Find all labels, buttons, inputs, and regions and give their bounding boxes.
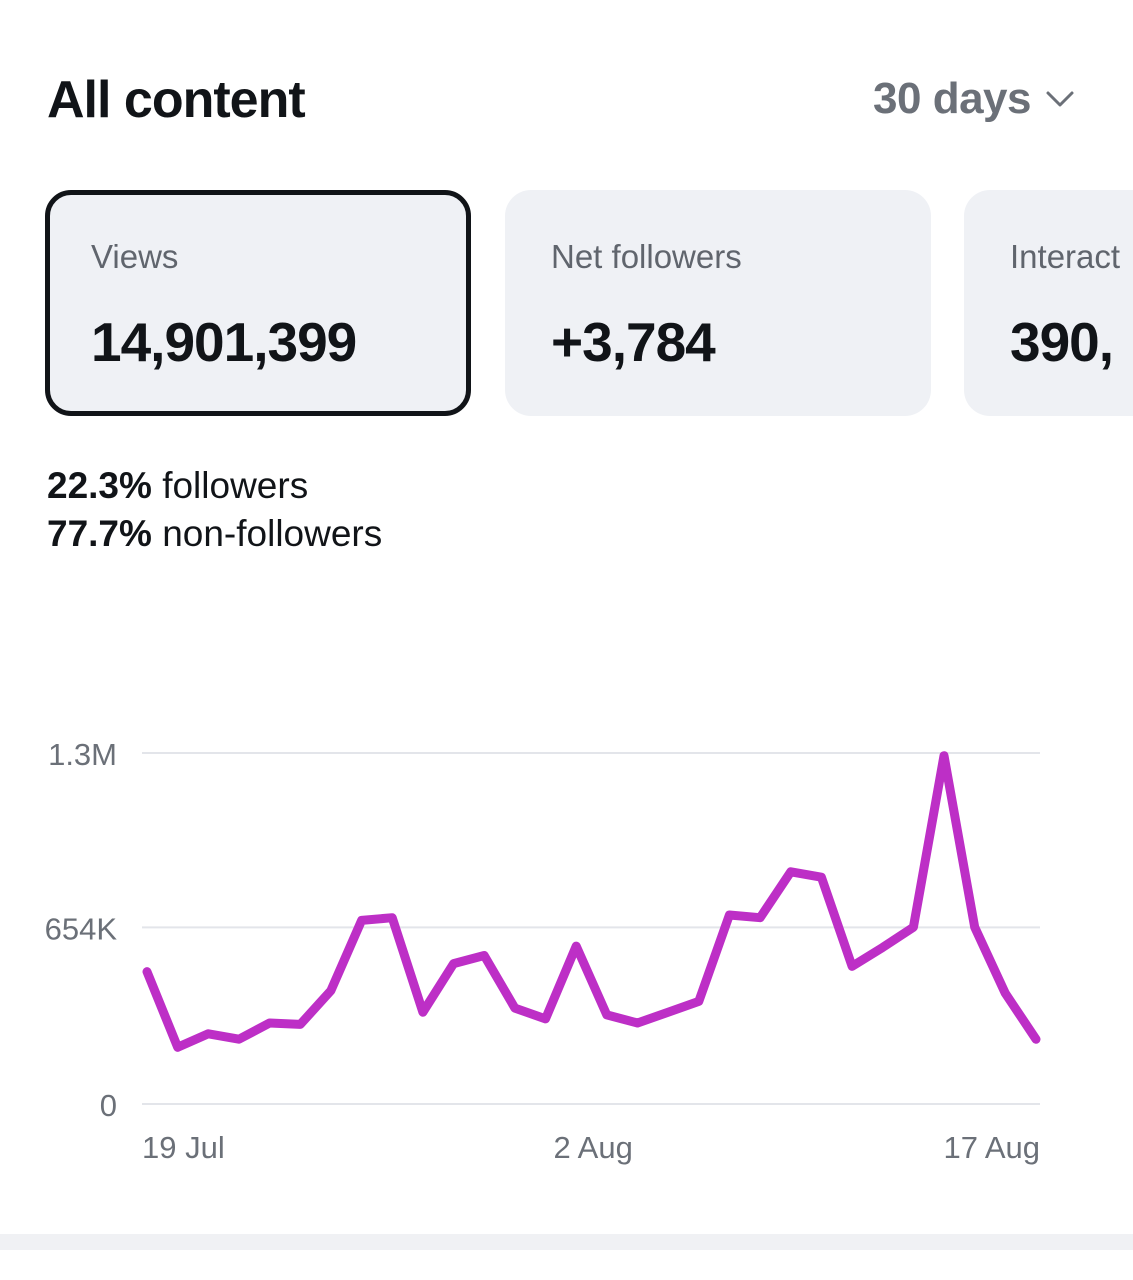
net-followers-value: +3,784 bbox=[551, 311, 716, 373]
views-label: Views bbox=[91, 238, 179, 275]
net-followers-label: Net followers bbox=[551, 238, 742, 275]
y-tick-label: 0 bbox=[100, 1088, 117, 1123]
views-series-line bbox=[142, 751, 1041, 1052]
date-range-label: 30 days bbox=[873, 74, 1031, 123]
views-card[interactable]: Views 14,901,399 bbox=[45, 190, 471, 416]
date-range-selector[interactable]: 30 days bbox=[873, 74, 1075, 124]
followers-percent: 22.3% bbox=[47, 465, 152, 506]
x-tick-label: 19 Jul bbox=[142, 1130, 225, 1165]
section-divider bbox=[0, 1234, 1133, 1250]
views-value: 14,901,399 bbox=[91, 311, 357, 373]
metric-cards: Views 14,901,399 Net followers +3,784 In… bbox=[0, 190, 1133, 420]
x-tick-label: 17 Aug bbox=[943, 1130, 1040, 1165]
nonfollowers-text: non-followers bbox=[162, 513, 383, 554]
interactions-value: 390, bbox=[1010, 311, 1114, 373]
x-tick-label: 2 Aug bbox=[554, 1130, 633, 1165]
interactions-label: Interact bbox=[1010, 238, 1121, 275]
interactions-card[interactable]: Interact 390, bbox=[964, 190, 1133, 416]
followers-text: followers bbox=[162, 465, 309, 506]
audience-split: 22.3% followers 77.7% non-followers bbox=[47, 462, 382, 558]
views-line-chart: 0 654K 1.3M 19 Jul 2 Aug 17 Aug bbox=[45, 737, 1041, 1165]
nonfollowers-share: 77.7% non-followers bbox=[47, 510, 382, 558]
header: All content 30 days bbox=[0, 0, 1133, 190]
page-title: All content bbox=[47, 71, 306, 129]
net-followers-card[interactable]: Net followers +3,784 bbox=[505, 190, 931, 416]
y-tick-label: 654K bbox=[45, 911, 118, 946]
chevron-down-icon bbox=[1046, 91, 1074, 107]
followers-share: 22.3% followers bbox=[47, 462, 382, 510]
y-tick-label: 1.3M bbox=[48, 737, 117, 772]
nonfollowers-percent: 77.7% bbox=[47, 513, 152, 554]
